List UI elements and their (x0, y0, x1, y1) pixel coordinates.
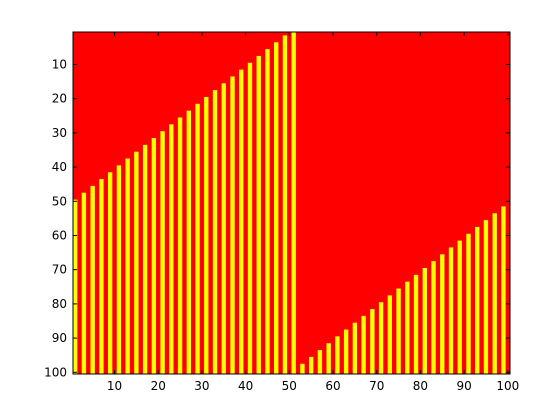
heatmap-stripe-col-51 (291, 32, 296, 374)
x-tick-label: 20 (151, 379, 166, 393)
heatmap-stripe-col-77 (405, 281, 410, 374)
y-tick-label: 10 (52, 57, 67, 71)
heatmap-stripe-col-7 (99, 179, 104, 374)
heatmap-stripe-col-41 (247, 62, 253, 374)
y-tick-label: 70 (52, 263, 67, 277)
y-tick-label: 80 (52, 297, 67, 311)
heatmap-stripe-col-57 (317, 350, 323, 374)
heatmap-stripe-col-11 (116, 165, 122, 374)
heatmap-stripe-col-21 (160, 131, 165, 374)
heatmap-stripe-col-31 (204, 96, 209, 374)
x-tick-label: 50 (282, 379, 297, 393)
x-tick-label: 100 (496, 379, 519, 393)
y-tick-label: 50 (52, 194, 67, 208)
heatmap-stripe-col-23 (169, 124, 174, 374)
y-tick-label: 90 (52, 331, 67, 345)
heatmap-stripe-col-69 (370, 309, 375, 374)
heatmap-stripe-col-35 (221, 83, 226, 375)
x-tick-label: 60 (325, 379, 340, 393)
heatmap-stripe-col-19 (151, 138, 157, 374)
heatmap-stripe-col-87 (448, 247, 454, 374)
heatmap-stripe-col-43 (256, 55, 261, 374)
heatmap-stripe-col-71 (378, 302, 384, 374)
heatmap-stripe-col-67 (361, 315, 366, 374)
heatmap-stripe-col-91 (466, 233, 471, 374)
heatmap-stripe-col-17 (142, 144, 148, 374)
y-tick-label: 20 (52, 92, 67, 106)
x-tick-label: 90 (456, 379, 471, 393)
heatmap-stripe-col-5 (90, 185, 95, 374)
heatmap-stripe-col-27 (186, 110, 191, 374)
y-tick-label: 100 (44, 365, 67, 379)
x-axis-ticks: 10 20 30 40 50 60 70 80 90 100 (107, 32, 519, 393)
heatmap-stripe-col-61 (335, 336, 340, 374)
heatmap-cells (73, 32, 510, 375)
heatmap-stripe-col-53 (300, 363, 305, 374)
heatmap-stripe-col-79 (413, 274, 419, 374)
y-tick-label: 30 (52, 126, 67, 140)
heatmap-stripe-col-89 (457, 240, 462, 374)
heatmap-stripe-col-55 (308, 356, 314, 374)
heatmap-stripe-col-9 (107, 172, 113, 374)
x-tick-label: 70 (369, 379, 384, 393)
axes-box (72, 31, 511, 375)
heatmap-stripe-col-75 (396, 288, 401, 374)
heatmap-stripe-col-49 (282, 35, 288, 375)
heatmap-stripe-col-97 (492, 213, 497, 374)
heatmap-stripe-col-13 (125, 158, 130, 374)
heatmap-stripe-col-59 (326, 343, 331, 374)
heatmap-stripe-col-47 (274, 42, 279, 374)
x-tick-label: 10 (107, 379, 122, 393)
heatmap-stripe-col-63 (343, 329, 349, 374)
x-tick-label: 80 (413, 379, 428, 393)
heatmap-stripe-col-85 (440, 254, 445, 374)
heatmap-stripe-col-3 (81, 192, 87, 374)
heatmap-stripe-col-45 (265, 49, 270, 374)
heatmap-stripe-col-15 (134, 151, 139, 374)
heatmap-stripe-col-99 (501, 206, 506, 374)
x-tick-label: 30 (194, 379, 209, 393)
y-axis-ticks: 10 20 30 40 50 60 70 80 90 100 (44, 57, 510, 379)
heatmap-stripe-col-39 (239, 69, 244, 375)
y-tick-label: 60 (52, 228, 67, 242)
heatmap-stripe-col-29 (195, 103, 200, 374)
heatmap-stripe-col-65 (352, 322, 358, 374)
heatmap-stripe-col-37 (230, 76, 235, 375)
y-tick-label: 40 (52, 160, 67, 174)
heatmap-stripe-col-25 (177, 117, 183, 374)
heatmap-stripe-col-83 (431, 261, 436, 374)
x-tick-label: 40 (238, 379, 253, 393)
heatmap-stripe-col-95 (483, 220, 489, 374)
heatmap-stripe-col-33 (212, 90, 218, 374)
heatmap-stripe-col-93 (475, 226, 480, 374)
heatmap-stripe-col-81 (422, 267, 427, 374)
heatmap-stripe-col-73 (387, 295, 393, 374)
heatmap-stripe-col-1 (73, 199, 78, 374)
